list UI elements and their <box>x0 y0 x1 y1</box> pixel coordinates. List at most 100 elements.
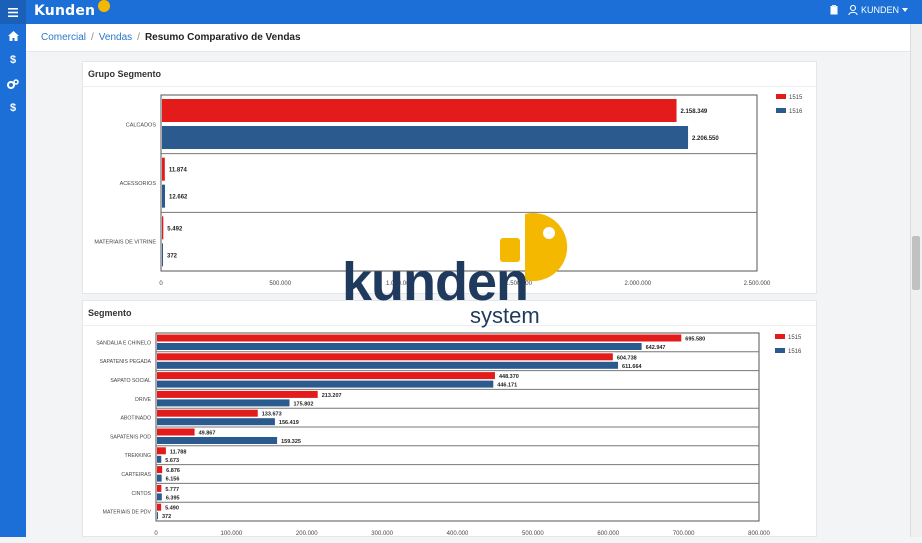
legend-label: 1515 <box>788 335 802 341</box>
caret-down-icon <box>902 8 908 12</box>
bar-1516 <box>157 437 278 444</box>
category-label: SAPATENIS PEGADA <box>100 359 152 365</box>
data-label: 5.490 <box>165 506 179 512</box>
grupo-segmento-card: Grupo Segmento CALCADOS 2.158.349 2.206.55… <box>82 61 817 294</box>
category-label: MATERIAIS DE PDV <box>103 510 152 516</box>
x-tick-label: 100.000 <box>221 531 243 537</box>
user-icon <box>848 5 858 15</box>
data-label: 6.156 <box>166 477 180 483</box>
data-label: 446.171 <box>497 383 517 389</box>
bar-1515 <box>162 99 677 122</box>
segmento-title: Segmento <box>83 301 816 326</box>
data-label: 372 <box>162 514 171 520</box>
x-tick-label: 2.500.000 <box>744 281 771 287</box>
x-tick-label: 0 <box>154 531 158 537</box>
data-label: 175.802 <box>294 401 314 407</box>
legend-swatch-1515 <box>776 94 786 99</box>
user-menu[interactable]: KUNDEN <box>848 5 908 15</box>
kunden-system-watermark: kunden system <box>342 213 568 328</box>
data-label: 6.876 <box>166 468 180 474</box>
data-label: 604.738 <box>617 355 637 361</box>
x-tick-label: 600.000 <box>597 531 619 537</box>
breadcrumb-separator: / <box>137 32 140 43</box>
watermark-symbol-icon <box>500 213 568 281</box>
data-label: 156.419 <box>279 420 299 426</box>
dollar-icon: $ <box>9 102 17 114</box>
legend-label: 1516 <box>788 349 802 355</box>
sidebar-item-settings[interactable] <box>0 72 26 96</box>
user-name: KUNDEN <box>860 5 899 15</box>
x-tick-label: 400.000 <box>447 531 469 537</box>
data-label: 6.395 <box>166 495 180 501</box>
data-label: 11.788 <box>170 449 187 455</box>
plot-border <box>160 94 758 272</box>
bar-1515 <box>157 428 195 436</box>
sidebar-item-sales[interactable]: $ <box>0 96 26 120</box>
bar-1515 <box>157 390 318 398</box>
cogs-icon <box>7 79 19 89</box>
x-tick-label: 0 <box>159 281 163 287</box>
x-tick-label: 1.500.000 <box>505 281 532 287</box>
data-label: 12.662 <box>169 195 188 201</box>
dollar-icon: $ <box>9 54 17 66</box>
legend-swatch-1516 <box>776 108 786 113</box>
clipboard-icon[interactable] <box>830 5 838 15</box>
watermark-sub: system <box>470 303 540 328</box>
data-label: 611.664 <box>622 364 643 370</box>
segmento-chart: SANDALIA E CHINELO 695.580 642.947 SAPATENI… <box>96 332 802 537</box>
data-label: 49.867 <box>199 431 216 437</box>
bar-1515 <box>157 353 613 361</box>
grupo-segmento-title: Grupo Segmento <box>83 62 816 87</box>
bar-1516 <box>157 418 275 426</box>
data-label: 159.325 <box>281 439 301 445</box>
menu-icon <box>8 7 18 17</box>
category-label: ABOTINADO <box>120 416 151 422</box>
segmento-card: Segmento SANDALIA E CHINELO 695.580 642.94… <box>82 300 817 537</box>
hamburger-menu-button[interactable] <box>0 0 26 24</box>
bar-1515 <box>157 334 682 342</box>
x-tick-label: 1.000.000 <box>386 281 413 287</box>
bar-1516 <box>157 399 290 407</box>
data-label: 5.673 <box>165 458 179 464</box>
data-label: 133.673 <box>262 412 282 418</box>
watermark-brand: kunden <box>342 252 528 312</box>
scrollbar-thumb[interactable] <box>912 236 920 290</box>
breadcrumb-link-vendas[interactable]: Vendas <box>98 32 133 43</box>
legend-swatch-1515 <box>775 334 785 339</box>
category-label: SAPATO SOCIAL <box>110 378 151 384</box>
bar-1515 <box>157 466 163 474</box>
data-label: 213.207 <box>322 393 342 399</box>
bar-1515 <box>157 447 166 455</box>
sidebar-item-finance[interactable]: $ <box>0 48 26 72</box>
legend-label: 1515 <box>789 95 803 101</box>
category-label: CARTEIRAS <box>121 472 151 478</box>
bar-1515 <box>162 157 165 181</box>
app-logo[interactable]: Kunden <box>34 3 96 19</box>
data-label: 2.158.349 <box>681 109 708 115</box>
bar-1516 <box>162 126 689 149</box>
page-title: Resumo Comparativo de Vendas <box>144 32 301 43</box>
logo-accent-icon <box>98 0 110 12</box>
data-label: 2.206.550 <box>692 136 719 142</box>
sidebar-item-home[interactable] <box>0 24 26 48</box>
home-icon <box>7 31 19 41</box>
bar-1516 <box>157 361 619 369</box>
x-tick-label: 200.000 <box>296 531 318 537</box>
data-label: 448.370 <box>499 374 519 380</box>
x-tick-label: 2.000.000 <box>624 281 651 287</box>
bar-1515 <box>157 503 162 511</box>
category-label: TREKKING <box>124 453 151 459</box>
category-label: DRIVE <box>135 397 151 403</box>
data-label: 642.947 <box>646 345 666 351</box>
x-tick-label: 800.000 <box>748 531 770 537</box>
bar-1516 <box>162 184 166 208</box>
category-label: ACESSORIOS <box>120 181 157 187</box>
x-tick-label: 500.000 <box>269 281 291 287</box>
bar-1516 <box>157 343 642 350</box>
legend-label: 1516 <box>789 109 803 115</box>
top-navbar: Kunden KUNDEN <box>0 0 922 24</box>
bar-1515 <box>157 372 495 380</box>
bar-1516 <box>162 243 163 267</box>
breadcrumb-link-comercial[interactable]: Comercial <box>41 32 87 43</box>
category-label: MATERIAIS DE VITRINE <box>94 240 156 246</box>
